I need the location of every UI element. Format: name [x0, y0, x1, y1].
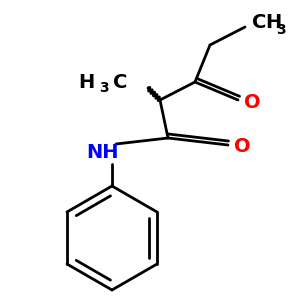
Text: O: O: [244, 92, 260, 112]
Text: 3: 3: [276, 23, 286, 37]
Text: H: H: [79, 74, 95, 92]
Text: C: C: [252, 13, 266, 32]
Text: O: O: [234, 137, 250, 157]
Text: NH: NH: [86, 142, 118, 161]
Text: C: C: [113, 74, 127, 92]
Text: 3: 3: [99, 81, 109, 95]
Text: H: H: [265, 13, 281, 32]
